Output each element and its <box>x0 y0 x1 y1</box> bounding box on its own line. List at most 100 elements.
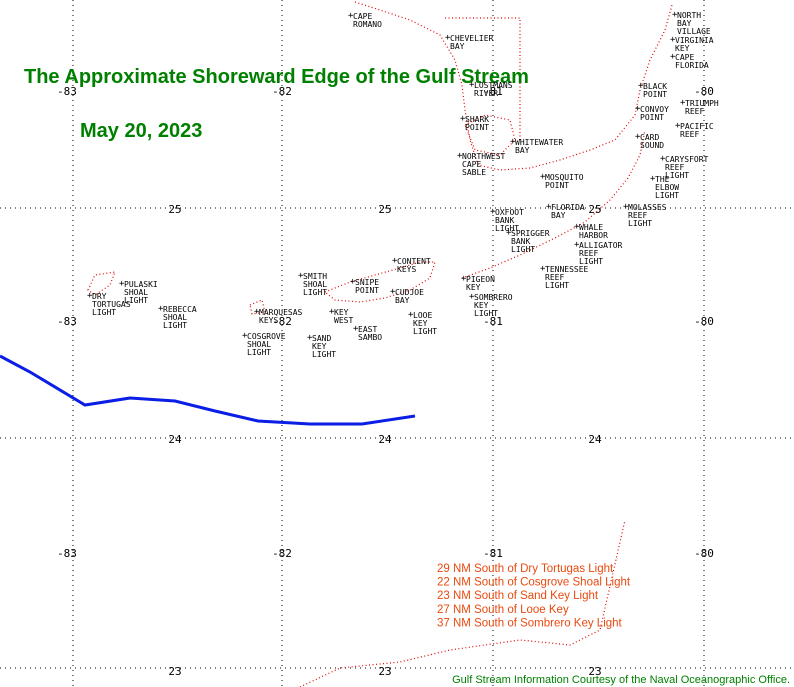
place-label: CHEVELIER <box>450 34 494 43</box>
place-marker: + <box>672 10 678 20</box>
place-label: REEF <box>545 273 564 282</box>
date: May 20, 2023 <box>80 120 202 142</box>
place-marker: + <box>638 81 644 91</box>
place-label: ELBOW <box>655 183 679 192</box>
place-label: OXFOOT <box>495 208 524 217</box>
place-label: LIGHT <box>628 219 652 228</box>
place-label: REEF <box>685 107 704 116</box>
place-label: REEF <box>665 163 684 172</box>
distance-note: 37 NM South of Sombrero Key Light <box>437 617 623 629</box>
place-label: TENNESSEE <box>545 265 589 274</box>
longitude-label: -80 <box>694 547 714 560</box>
place-label: SMITH <box>303 272 327 281</box>
latitude-label: 25 <box>588 203 601 216</box>
place-label: PULASKI <box>124 280 158 289</box>
coast <box>323 261 436 303</box>
place-label: CAPE <box>462 160 481 169</box>
place-label: KEY <box>413 319 428 328</box>
distance-note: 22 NM South of Cosgrove Shoal Light <box>437 577 631 589</box>
place-label: VIRGINIA <box>675 36 714 45</box>
place-label: BAY <box>551 211 566 220</box>
place-label: LIGHT <box>511 245 535 254</box>
place-marker: + <box>460 114 466 124</box>
place-label: REEF <box>579 249 598 258</box>
place-label: BLACK <box>643 82 667 91</box>
place-label: CAPE <box>353 12 372 21</box>
place-label: LIGHT <box>413 327 437 336</box>
place-label: BANK <box>511 237 530 246</box>
place-label: LIGHT <box>303 288 327 297</box>
longitude-label: -83 <box>57 85 77 98</box>
place-label: KEY <box>675 44 690 53</box>
place-label: CARYSFORT <box>665 155 709 164</box>
place-label: POINT <box>355 286 379 295</box>
coast <box>445 17 521 140</box>
place-marker: + <box>670 35 676 45</box>
place-label: BAY <box>395 296 410 305</box>
distance-note: 23 NM South of Sand Key Light <box>437 590 599 602</box>
place-label: BANK <box>495 216 514 225</box>
longitude-label: -81 <box>483 85 503 98</box>
longitude-label: -80 <box>694 315 714 328</box>
place-label: SHOAL <box>247 340 271 349</box>
place-label: SHARK <box>465 115 489 124</box>
coast <box>249 299 266 315</box>
place-marker: + <box>119 279 125 289</box>
longitude-label: -82 <box>272 315 292 328</box>
latitude-label: 23 <box>588 665 601 678</box>
place-marker: + <box>329 307 335 317</box>
place-label: BAY <box>450 42 465 51</box>
place-label: NORTH <box>677 11 701 20</box>
latitude-label: 23 <box>378 665 391 678</box>
place-marker: + <box>353 324 359 334</box>
place-label: KEY <box>312 342 327 351</box>
coast <box>87 271 116 296</box>
place-label: TORTUGAS <box>92 300 131 309</box>
place-marker: + <box>623 202 629 212</box>
place-label: SHOAL <box>163 313 187 322</box>
place-label: LIGHT <box>579 257 603 266</box>
place-label: REEF <box>680 130 699 139</box>
place-marker: + <box>390 287 396 297</box>
place-label: KEYS <box>259 316 278 325</box>
place-marker: + <box>660 154 666 164</box>
place-label: NORTHWEST <box>462 152 506 161</box>
place-marker: + <box>469 292 475 302</box>
place-marker: + <box>408 310 414 320</box>
longitude-label: -83 <box>57 315 77 328</box>
place-marker: + <box>510 137 516 147</box>
place-marker: + <box>680 98 686 108</box>
place-label: COSGROVE <box>247 332 286 341</box>
place-marker: + <box>574 222 580 232</box>
place-label: KEYS <box>397 265 416 274</box>
longitude-label: -81 <box>483 547 503 560</box>
place-label: REBECCA <box>163 305 197 314</box>
place-marker: + <box>546 202 552 212</box>
place-label: POINT <box>640 113 664 122</box>
longitude-label: -81 <box>483 315 503 328</box>
place-marker: + <box>298 271 304 281</box>
place-label: LIGHT <box>655 191 679 200</box>
place-marker: + <box>242 331 248 341</box>
place-label: MOLASSES <box>628 203 667 212</box>
place-label: THE <box>655 175 670 184</box>
place-label: FLORIDA <box>551 203 585 212</box>
place-marker: + <box>635 132 641 142</box>
place-label: CONVOY <box>640 105 669 114</box>
coast <box>461 129 646 279</box>
place-label: BAY <box>515 146 530 155</box>
place-label: WHALE <box>579 223 603 232</box>
place-label: BAY <box>677 19 692 28</box>
place-label: DRY <box>92 292 107 301</box>
place-label: LIGHT <box>474 309 498 318</box>
place-label: PIGEON <box>466 275 495 284</box>
place-label: CUDJOE <box>395 288 424 297</box>
place-marker: + <box>350 277 356 287</box>
place-label: LIGHT <box>312 350 336 359</box>
place-label: SABLE <box>462 168 486 177</box>
title: The Approximate Shoreward Edge of the Gu… <box>24 66 529 88</box>
place-label: POINT <box>643 90 667 99</box>
place-label: SNIPE <box>355 278 379 287</box>
place-marker: + <box>87 291 93 301</box>
